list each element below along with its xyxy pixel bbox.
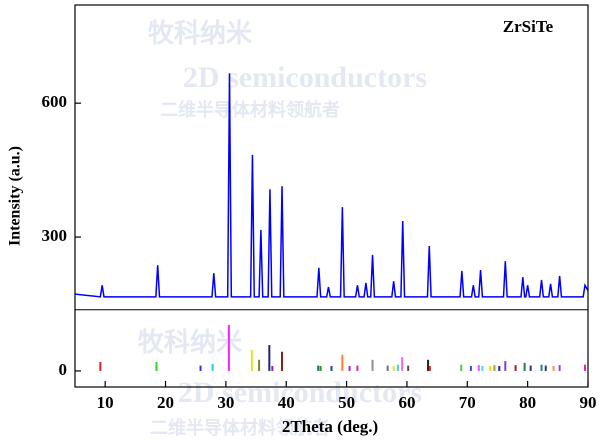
pattern-line	[74, 73, 589, 298]
reference-stick	[558, 365, 561, 371]
reference-stick	[392, 366, 395, 371]
reference-stick	[268, 345, 271, 371]
reference-stick	[348, 366, 351, 371]
y-tick-label: 600	[42, 92, 68, 111]
watermark: 二维半导体材料领航者	[160, 99, 340, 120]
reference-stick	[460, 364, 463, 371]
reference-stick	[250, 349, 253, 371]
x-tick-label: 60	[398, 393, 415, 412]
x-tick-label: 20	[157, 393, 174, 412]
x-axis-label: 2Theta (deg.)	[282, 417, 378, 436]
reference-stick	[540, 364, 543, 371]
reference-stick	[583, 364, 586, 371]
reference-stick	[514, 365, 517, 371]
reference-stick	[281, 351, 284, 371]
annotation: ZrSiTe	[503, 17, 554, 36]
watermark: 二维半导体材料领航者	[150, 417, 330, 438]
reference-stick	[271, 366, 274, 371]
x-tick-label: 70	[459, 393, 476, 412]
reference-stick	[481, 366, 484, 371]
y-tick-label: 0	[59, 360, 68, 379]
reference-stick	[371, 359, 374, 371]
reference-stick	[529, 365, 532, 371]
watermark: 牧科纳米	[148, 18, 252, 48]
y-axis-label: Intensity (a.u.)	[7, 146, 24, 246]
reference-stick	[552, 366, 555, 371]
reference-stick	[211, 363, 214, 371]
x-tick-label: 90	[580, 393, 597, 412]
reference-stick	[523, 362, 526, 371]
reference-stick	[427, 359, 430, 371]
reference-stick	[341, 354, 344, 371]
x-tick-label: 10	[97, 393, 114, 412]
reference-stick	[493, 365, 496, 371]
reference-stick	[544, 365, 547, 371]
watermark: 2D semiconductors	[183, 61, 427, 94]
x-tick-label: 50	[338, 393, 355, 412]
reference-stick	[99, 362, 102, 371]
reference-stick	[317, 365, 320, 371]
reference-stick	[319, 366, 322, 371]
plot-frame	[74, 4, 589, 388]
reference-stick	[386, 365, 389, 371]
reference-stick	[155, 362, 158, 371]
watermark: 2D semiconductors	[178, 376, 422, 409]
reference-stick	[227, 324, 230, 371]
x-tick-label: 40	[278, 393, 295, 412]
reference-stick	[489, 366, 492, 371]
reference-stick	[504, 361, 507, 371]
reference-stick	[199, 365, 202, 371]
reference-stick	[356, 365, 359, 371]
y-tick-label: 300	[42, 226, 68, 245]
reference-stick	[477, 365, 480, 371]
reference-stick	[401, 357, 404, 371]
reference-stick	[396, 364, 399, 371]
reference-stick	[330, 366, 333, 371]
reference-stick	[469, 366, 472, 371]
reference-stick	[407, 365, 410, 371]
reference-stick	[498, 366, 501, 371]
reference-stick	[428, 366, 431, 371]
reference-stick	[258, 359, 261, 371]
watermark: 牧科纳米	[138, 327, 242, 357]
x-tick-label: 30	[217, 393, 234, 412]
x-tick-label: 80	[519, 393, 536, 412]
